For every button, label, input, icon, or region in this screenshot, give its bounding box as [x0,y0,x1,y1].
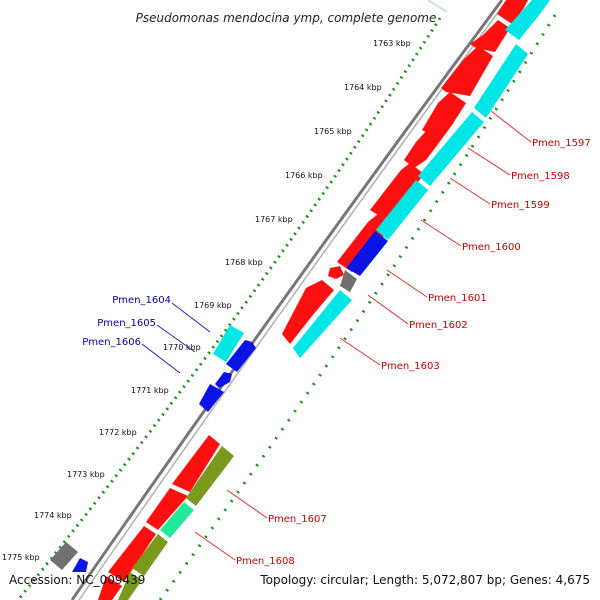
gene-labels-left: Pmen_1604 Pmen_1605 Pmen_1606 [82,295,171,348]
tick-label: 1766 kbp [285,171,323,180]
gene-label-pmen-1608: Pmen_1608 [236,556,295,567]
reverse-genes-upper [293,0,550,358]
tick-label: 1768 kbp [225,258,263,267]
tick-label: 1769 kbp [194,301,232,310]
genes-lower-left [50,542,88,572]
genes-left-mid [199,325,256,412]
tick-label: 1763 kbp [373,39,411,48]
gene-label-pmen-1605: Pmen_1605 [97,318,156,329]
gene-labels-right: Pmen_1597 Pmen_1598 Pmen_1599 Pmen_1600 … [236,138,591,567]
gene-label-pmen-1599: Pmen_1599 [491,200,550,211]
tick-label: 1764 kbp [344,83,382,92]
gene-label-pmen-1606: Pmen_1606 [82,337,141,348]
backbone-fade [427,0,448,13]
reverse-genes-lower [118,446,234,600]
leader-lines-left [141,302,211,374]
tick-ring-outer [16,17,442,600]
forward-genes-upper [282,0,528,344]
gene-label-pmen-1602: Pmen_1602 [409,320,468,331]
map-title: Pseudomonas mendocina ymp, complete geno… [136,11,437,25]
tick-label: 1767 kbp [255,215,293,224]
backbone-outer [70,0,504,600]
blue-gene-upper [346,231,388,276]
gene-label-pmen-1601: Pmen_1601 [428,293,487,304]
topology-text: Topology: circular; Length: 5,072,807 bp… [260,573,590,587]
gene-label-pmen-1603: Pmen_1603 [381,361,440,372]
tick-label: 1771 kbp [131,386,169,395]
tick-label: 1765 kbp [314,127,352,136]
grey-gene-upper [340,270,357,292]
gene-label-pmen-1597: Pmen_1597 [532,138,591,149]
forward-genes-lower [98,435,220,600]
gene-label-pmen-1600: Pmen_1600 [462,242,521,253]
gene-label-pmen-1598: Pmen_1598 [511,171,570,182]
leader-lines-right [194,110,532,561]
tick-labels: 1763 kbp 1764 kbp 1765 kbp 1766 kbp 1767… [2,39,411,562]
tick-label: 1770 kbp [163,343,201,352]
tick-label: 1773 kbp [67,470,105,479]
tick-label: 1774 kbp [34,511,72,520]
accession-text: Accession: NC_009439 [9,573,146,587]
tick-label: 1775 kbp [2,553,40,562]
gene-label-pmen-1607: Pmen_1607 [268,514,327,525]
tick-label: 1772 kbp [99,428,137,437]
gene-label-pmen-1604: Pmen_1604 [112,295,171,306]
